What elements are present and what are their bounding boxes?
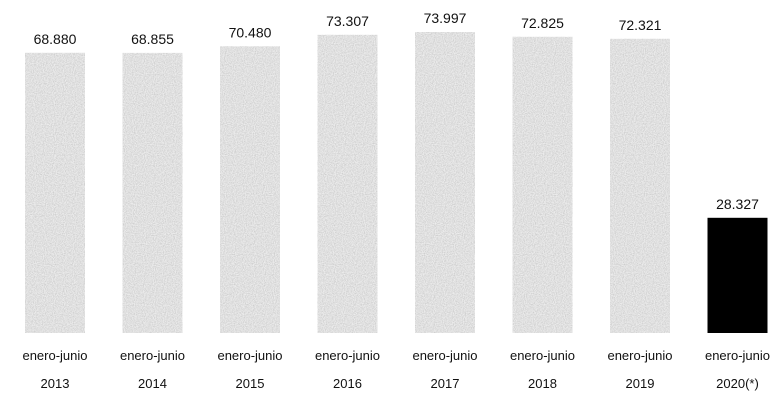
value-label-3: 73.307 [326, 13, 369, 29]
value-label-0: 68.880 [34, 31, 77, 47]
category-label-2-line-1: enero-junio [217, 348, 282, 363]
value-labels-group: 68.880 68.855 70.480 73.307 73.997 72.825 72.3… [34, 10, 760, 212]
category-label-7-line-1: enero-junio [705, 348, 770, 363]
category-label-3-line-1: enero-junio [315, 348, 380, 363]
category-label-6-line-1: enero-junio [607, 348, 672, 363]
bar-texture-2 [220, 46, 280, 334]
value-label-2: 70.480 [229, 24, 272, 40]
category-label-5-line-1: enero-junio [510, 348, 575, 363]
bar-texture-3 [317, 34, 378, 334]
category-labels-group: enero-junio 2013 enero-junio 2014 enero-juni… [22, 348, 770, 391]
value-label-6: 72.321 [619, 17, 662, 33]
bar-texture-0 [25, 52, 85, 334]
category-label-0-line-1: enero-junio [22, 348, 87, 363]
category-label-1-line-2: 2014 [138, 376, 167, 391]
category-label-5-line-2: 2018 [528, 376, 557, 391]
category-label-1-line-1: enero-junio [120, 348, 185, 363]
bar-texture-1 [122, 52, 183, 334]
category-label-6-line-2: 2019 [626, 376, 655, 391]
value-label-5: 72.825 [521, 15, 564, 31]
category-label-4-line-2: 2017 [431, 376, 460, 391]
category-label-4-line-1: enero-junio [412, 348, 477, 363]
bar-7 [707, 217, 768, 333]
value-label-7: 28.327 [716, 196, 759, 212]
bar-texture-5 [512, 36, 573, 334]
bar-texture-6 [610, 38, 670, 334]
category-label-2-line-2: 2015 [236, 376, 265, 391]
bar-texture-4 [415, 32, 475, 333]
value-label-4: 73.997 [424, 10, 467, 26]
value-label-1: 68.855 [131, 31, 174, 47]
category-label-0-line-2: 2013 [41, 376, 70, 391]
category-label-3-line-2: 2016 [333, 376, 362, 391]
category-label-7-line-2: 2020(*) [716, 376, 759, 391]
bars-group [25, 32, 768, 334]
